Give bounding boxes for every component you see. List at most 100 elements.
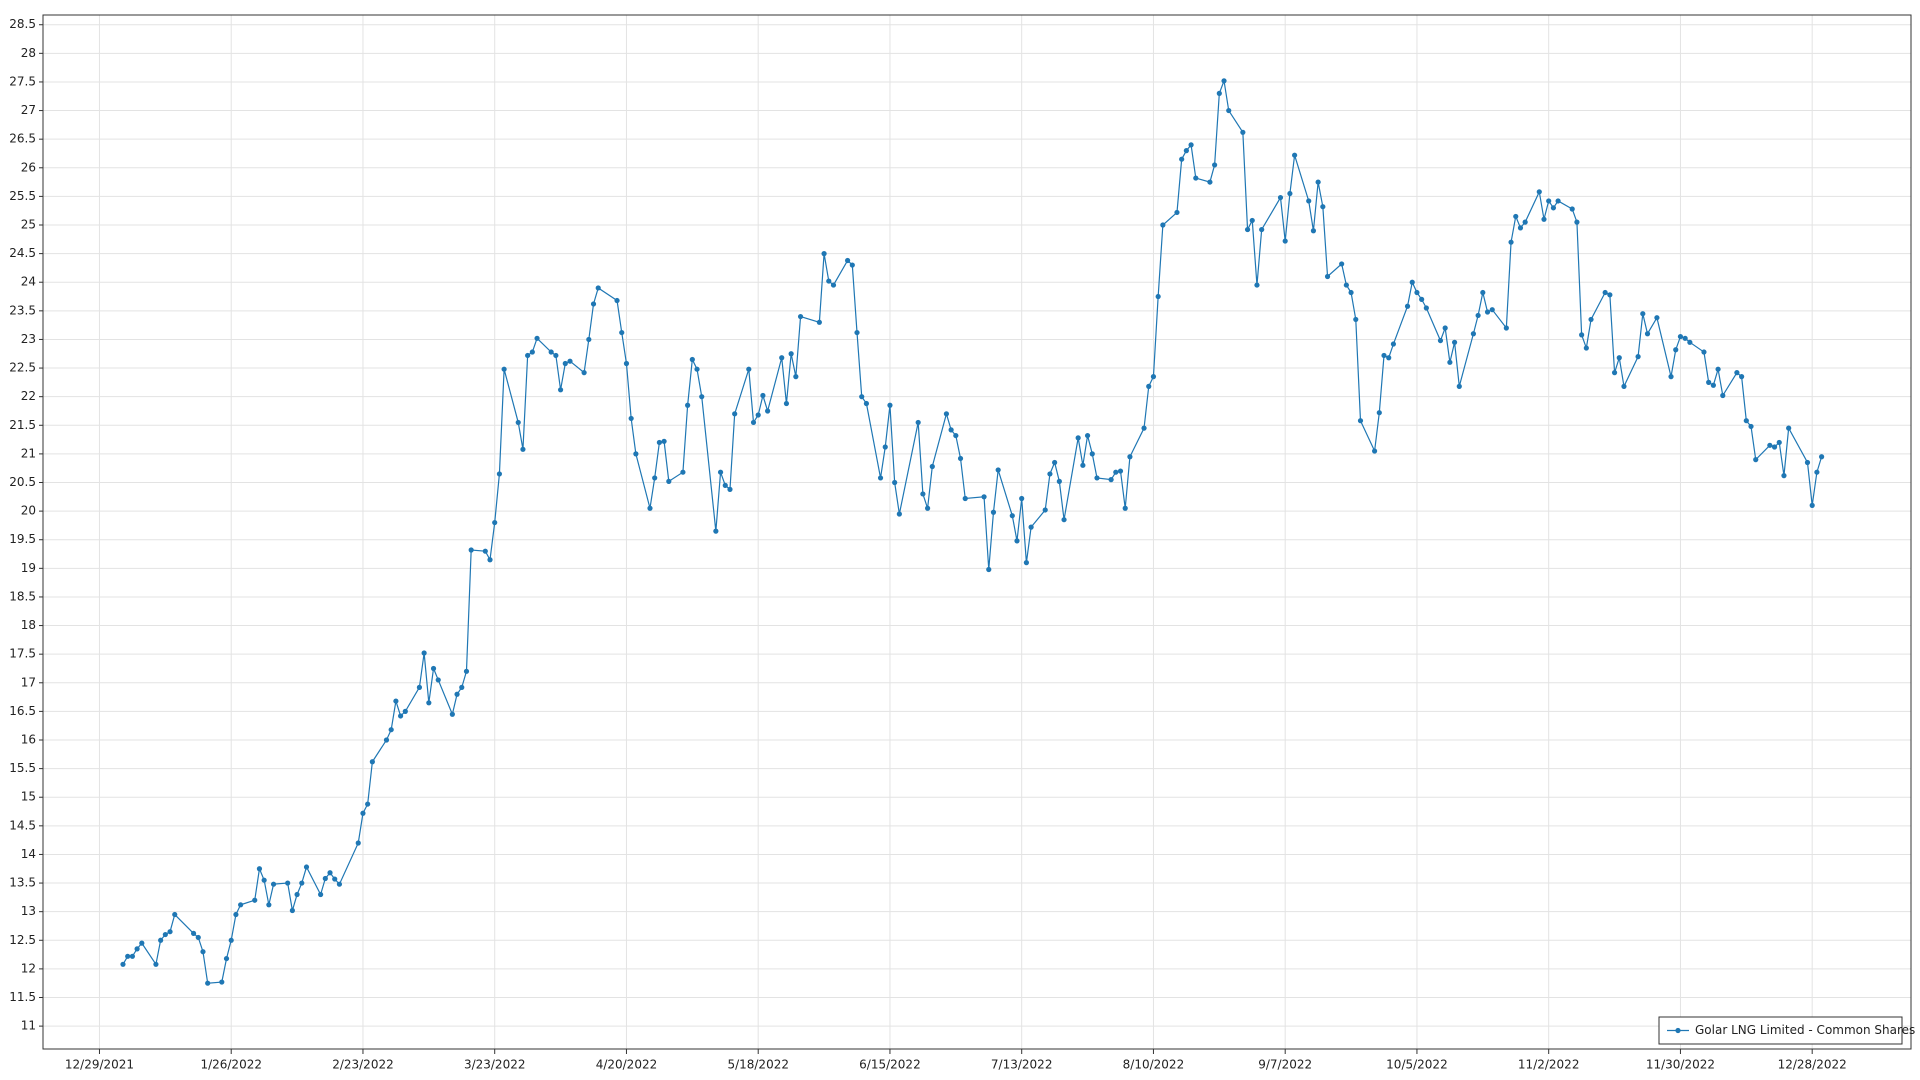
data-point bbox=[1019, 495, 1025, 502]
data-point bbox=[129, 953, 136, 959]
data-point bbox=[1339, 261, 1345, 267]
data-point bbox=[581, 370, 587, 376]
data-point bbox=[393, 698, 399, 704]
data-point bbox=[449, 711, 455, 717]
data-point bbox=[1155, 293, 1161, 300]
data-point bbox=[1113, 469, 1119, 475]
data-point bbox=[1047, 471, 1053, 477]
data-point bbox=[1635, 354, 1641, 360]
data-point bbox=[454, 691, 460, 697]
data-point bbox=[1574, 219, 1580, 225]
y-tick-label: 21.5 bbox=[9, 418, 36, 432]
x-tick-label: 1/26/2022 bbox=[200, 1058, 262, 1072]
data-point bbox=[849, 262, 855, 268]
data-point bbox=[892, 479, 898, 486]
data-point bbox=[1052, 459, 1058, 466]
data-point bbox=[501, 366, 507, 372]
y-tick-label: 23 bbox=[21, 332, 36, 346]
y-tick-label: 14 bbox=[21, 847, 36, 861]
data-point bbox=[1376, 410, 1382, 416]
data-point bbox=[1616, 355, 1622, 361]
data-point bbox=[567, 358, 573, 364]
data-point bbox=[303, 864, 310, 870]
data-point bbox=[1244, 226, 1251, 233]
data-point bbox=[233, 911, 239, 918]
y-tick-label: 16.5 bbox=[9, 704, 36, 718]
data-point bbox=[285, 880, 291, 886]
data-point bbox=[1226, 107, 1232, 114]
x-tick-label: 7/13/2022 bbox=[991, 1058, 1053, 1072]
data-point bbox=[1475, 312, 1481, 319]
data-point bbox=[525, 352, 531, 359]
data-point bbox=[981, 494, 987, 500]
data-point bbox=[1357, 418, 1364, 424]
x-tick-label: 10/5/2022 bbox=[1386, 1058, 1448, 1072]
data-point bbox=[416, 684, 423, 690]
data-point bbox=[1249, 217, 1255, 224]
x-tick-label: 2/23/2022 bbox=[332, 1058, 394, 1072]
data-point bbox=[1739, 374, 1745, 380]
data-point bbox=[1442, 325, 1448, 331]
data-point bbox=[1550, 205, 1556, 211]
data-point bbox=[1141, 425, 1147, 431]
y-tick-label: 17.5 bbox=[9, 647, 36, 661]
y-tick-label: 12 bbox=[21, 961, 36, 975]
x-tick-label: 5/18/2022 bbox=[727, 1058, 789, 1072]
data-point bbox=[548, 349, 554, 355]
plot-frame bbox=[42, 14, 1912, 1050]
x-tick-label: 3/23/2022 bbox=[464, 1058, 526, 1072]
legend: Golar LNG Limited - Common Shares bbox=[1658, 1016, 1915, 1045]
data-point bbox=[1677, 333, 1684, 340]
data-point bbox=[520, 446, 526, 452]
data-point bbox=[1522, 219, 1528, 225]
data-point bbox=[1108, 477, 1114, 483]
data-point bbox=[727, 486, 733, 492]
data-point bbox=[190, 930, 197, 937]
y-tick-label: 22.5 bbox=[9, 361, 36, 375]
data-point bbox=[1028, 524, 1034, 530]
data-point bbox=[816, 319, 822, 325]
data-point bbox=[492, 519, 498, 526]
data-point bbox=[1310, 228, 1317, 234]
data-point bbox=[1404, 303, 1411, 309]
data-point bbox=[402, 708, 408, 714]
data-point bbox=[1287, 190, 1293, 197]
data-point bbox=[1315, 179, 1321, 185]
data-point bbox=[1456, 383, 1462, 389]
x-tick-label: 11/30/2022 bbox=[1646, 1058, 1715, 1072]
data-point bbox=[788, 351, 794, 357]
y-tick-label: 18.5 bbox=[9, 589, 36, 603]
data-point bbox=[228, 937, 234, 943]
data-point bbox=[1781, 473, 1787, 479]
data-point bbox=[369, 759, 375, 765]
data-point bbox=[943, 411, 950, 417]
data-point bbox=[1014, 538, 1020, 544]
data-point bbox=[1517, 225, 1524, 231]
data-point bbox=[633, 451, 639, 457]
data-point bbox=[1324, 273, 1331, 280]
data-point bbox=[1546, 198, 1552, 204]
data-point bbox=[1174, 209, 1180, 216]
data-point bbox=[821, 251, 827, 257]
data-point bbox=[1061, 517, 1067, 523]
x-tick-label: 12/29/2021 bbox=[65, 1058, 134, 1072]
data-point bbox=[1489, 307, 1495, 313]
y-tick-label: 28.5 bbox=[9, 17, 36, 31]
data-point bbox=[1423, 305, 1429, 311]
data-point bbox=[200, 949, 206, 955]
data-point bbox=[1419, 296, 1425, 302]
x-tick-label: 11/2/2022 bbox=[1518, 1058, 1580, 1072]
data-point bbox=[915, 419, 921, 426]
y-tick-label: 24.5 bbox=[9, 246, 36, 260]
data-point bbox=[1748, 423, 1754, 430]
y-tick-label: 13 bbox=[21, 904, 36, 918]
y-tick-label: 16 bbox=[21, 733, 36, 747]
data-point bbox=[732, 411, 738, 417]
data-point bbox=[623, 360, 630, 367]
data-point bbox=[962, 495, 968, 502]
data-point bbox=[496, 471, 503, 477]
data-point bbox=[1409, 279, 1415, 285]
data-point bbox=[1042, 507, 1048, 513]
data-point bbox=[619, 329, 625, 336]
